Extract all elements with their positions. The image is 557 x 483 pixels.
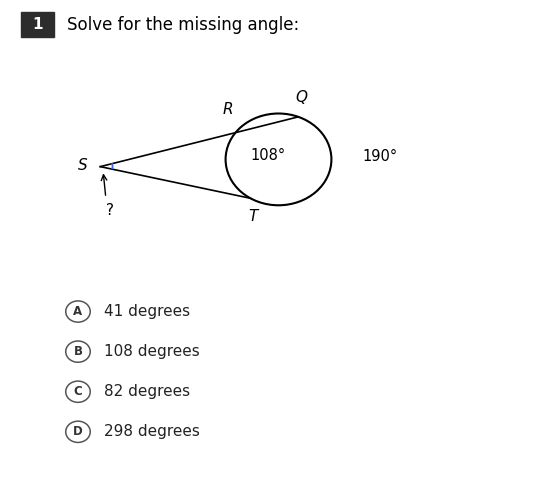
FancyBboxPatch shape: [21, 12, 54, 37]
Text: T: T: [248, 209, 258, 224]
Text: B: B: [74, 345, 82, 358]
Text: Q: Q: [295, 90, 307, 105]
Text: 108°: 108°: [251, 148, 286, 163]
Text: R: R: [222, 102, 233, 117]
Text: 190°: 190°: [362, 149, 397, 165]
Text: A: A: [74, 305, 82, 318]
Text: S: S: [79, 157, 88, 173]
Text: 82 degrees: 82 degrees: [104, 384, 190, 399]
Text: ?: ?: [106, 203, 114, 218]
Text: Solve for the missing angle:: Solve for the missing angle:: [67, 15, 299, 34]
Text: D: D: [73, 426, 83, 438]
Text: 298 degrees: 298 degrees: [104, 424, 200, 440]
Text: 41 degrees: 41 degrees: [104, 304, 190, 319]
Text: 108 degrees: 108 degrees: [104, 344, 200, 359]
Text: 1: 1: [32, 17, 43, 32]
Text: C: C: [74, 385, 82, 398]
